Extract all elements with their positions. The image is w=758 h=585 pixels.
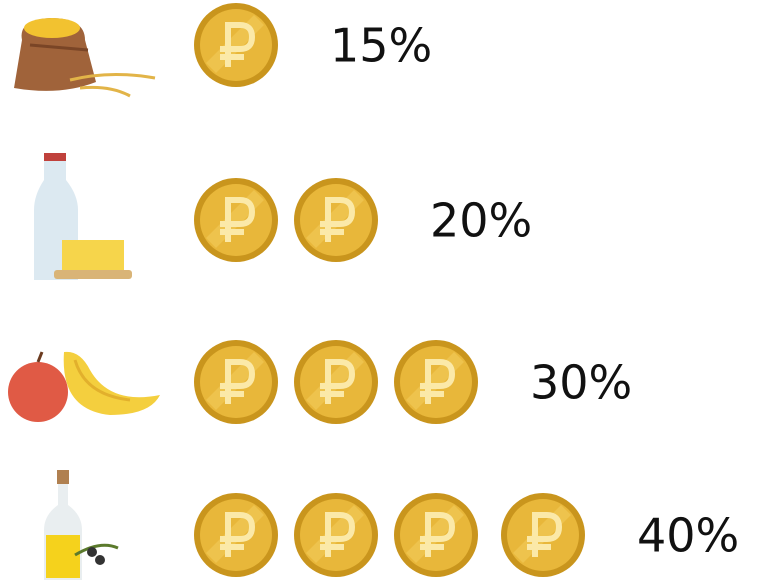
coin	[194, 493, 278, 577]
coin	[394, 340, 478, 424]
coin	[194, 340, 278, 424]
dairy-icon	[34, 153, 132, 280]
percent-label: 40%	[637, 509, 739, 563]
coin	[194, 178, 278, 262]
fruit-icon	[8, 352, 160, 422]
coin	[294, 178, 378, 262]
coin	[294, 340, 378, 424]
coin	[194, 3, 278, 87]
coin	[394, 493, 478, 577]
oil-icon	[44, 470, 118, 580]
infographic: 15% 20% 30% 40%	[0, 0, 758, 585]
coin	[294, 493, 378, 577]
percent-label: 15%	[330, 19, 432, 73]
percent-label: 30%	[530, 356, 632, 410]
percent-label: 20%	[430, 194, 532, 248]
grain-icon	[14, 18, 155, 96]
coin	[501, 493, 585, 577]
